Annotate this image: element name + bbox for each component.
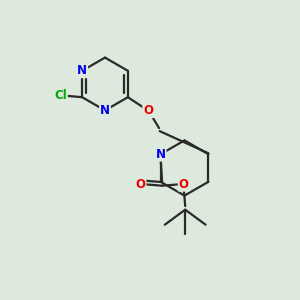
Text: N: N [77, 64, 87, 77]
Text: O: O [179, 178, 189, 191]
Text: O: O [136, 178, 146, 191]
Text: O: O [143, 104, 153, 117]
Text: N: N [100, 104, 110, 117]
Text: N: N [156, 148, 166, 161]
Text: Cl: Cl [54, 89, 67, 102]
